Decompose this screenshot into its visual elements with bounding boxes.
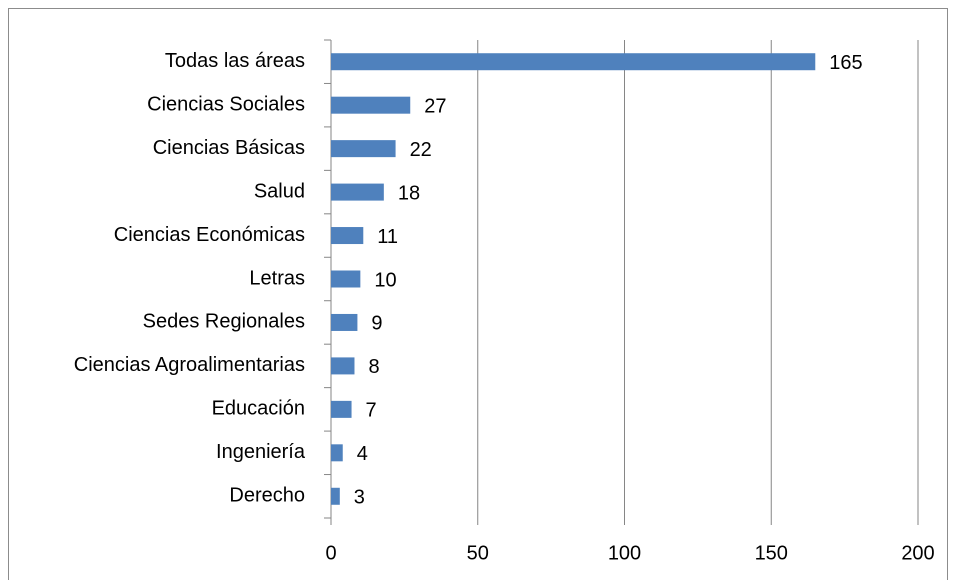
x-tick-label: 50 bbox=[467, 542, 489, 564]
bar bbox=[331, 487, 340, 505]
y-tick-label: Salud bbox=[254, 180, 305, 202]
bar bbox=[331, 444, 343, 462]
y-tick-label: Derecho bbox=[229, 485, 305, 507]
data-label: 22 bbox=[410, 139, 432, 161]
data-label: 8 bbox=[368, 356, 379, 378]
x-tick-label: 0 bbox=[325, 542, 336, 564]
data-label: 11 bbox=[377, 226, 398, 248]
y-tick-label: Sedes Regionales bbox=[143, 311, 305, 333]
x-tick-label: 150 bbox=[755, 542, 788, 564]
data-label: 27 bbox=[424, 95, 446, 117]
y-tick-label: Ingeniería bbox=[216, 441, 306, 463]
data-label: 18 bbox=[398, 182, 420, 204]
bar bbox=[331, 270, 361, 288]
y-tick-label: Ciencias Agroalimentarias bbox=[74, 354, 305, 376]
bar bbox=[331, 183, 384, 201]
bar bbox=[331, 357, 355, 375]
bar bbox=[331, 400, 352, 418]
bar bbox=[331, 140, 396, 158]
data-label: 7 bbox=[366, 400, 377, 422]
bar bbox=[331, 53, 816, 71]
data-label: 10 bbox=[374, 269, 396, 291]
data-label: 3 bbox=[354, 487, 365, 509]
y-tick-label: Todas las áreas bbox=[165, 50, 305, 72]
x-tick-label: 200 bbox=[901, 542, 934, 564]
y-tick-label: Educación bbox=[212, 398, 305, 420]
x-tick-label: 100 bbox=[608, 542, 641, 564]
data-label: 165 bbox=[829, 52, 862, 74]
bar bbox=[331, 96, 411, 114]
bar bbox=[331, 227, 364, 245]
data-label: 9 bbox=[371, 313, 382, 335]
y-tick-label: Ciencias Económicas bbox=[114, 224, 305, 246]
y-tick-label: Ciencias Sociales bbox=[147, 93, 305, 115]
data-label: 4 bbox=[357, 443, 368, 465]
y-tick-label: Ciencias Básicas bbox=[153, 137, 305, 159]
y-tick-label: Letras bbox=[249, 267, 305, 289]
bar bbox=[331, 313, 358, 331]
